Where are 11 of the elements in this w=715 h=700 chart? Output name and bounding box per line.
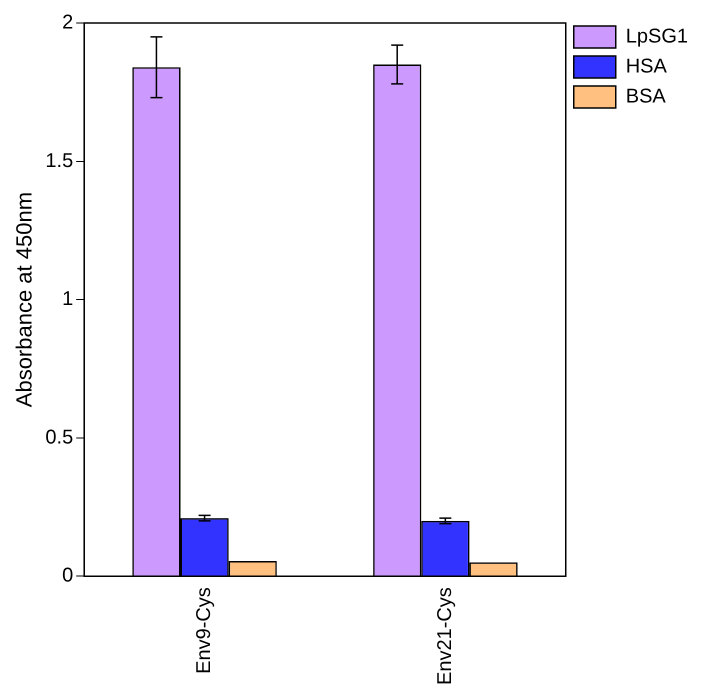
legend-label: HSA — [626, 56, 668, 78]
x-tick-label: Env21-Cys — [434, 587, 456, 685]
x-tick-label: Env9-Cys — [193, 587, 216, 674]
y-tick-label: 1.5 — [45, 150, 74, 172]
y-tick-label: 0 — [62, 564, 74, 587]
y-tick-label: 0.5 — [45, 426, 74, 448]
legend-label: BSA — [626, 86, 666, 108]
y-tick-label: 2 — [62, 12, 74, 34]
legend-label: LpSG1 — [626, 26, 688, 48]
y-tick-label: 1 — [62, 288, 74, 310]
y-axis-title: Absorbance at 450nm — [11, 192, 36, 408]
